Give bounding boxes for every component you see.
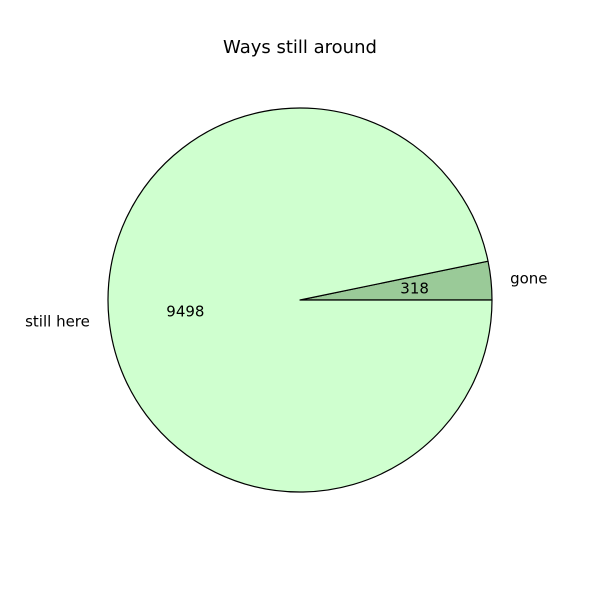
pie-value-label-gone: 318 bbox=[400, 279, 429, 297]
pie-value-label-still-here: 9498 bbox=[166, 303, 204, 321]
chart-title: Ways still around bbox=[223, 37, 377, 58]
pie-slice-still-here bbox=[107, 107, 493, 493]
pie-label-gone: gone bbox=[510, 270, 547, 288]
pie-slices bbox=[107, 107, 493, 493]
pie-label-still-here: still here bbox=[25, 312, 90, 330]
pie-labels: gone 318 still here 9498 bbox=[25, 270, 547, 331]
